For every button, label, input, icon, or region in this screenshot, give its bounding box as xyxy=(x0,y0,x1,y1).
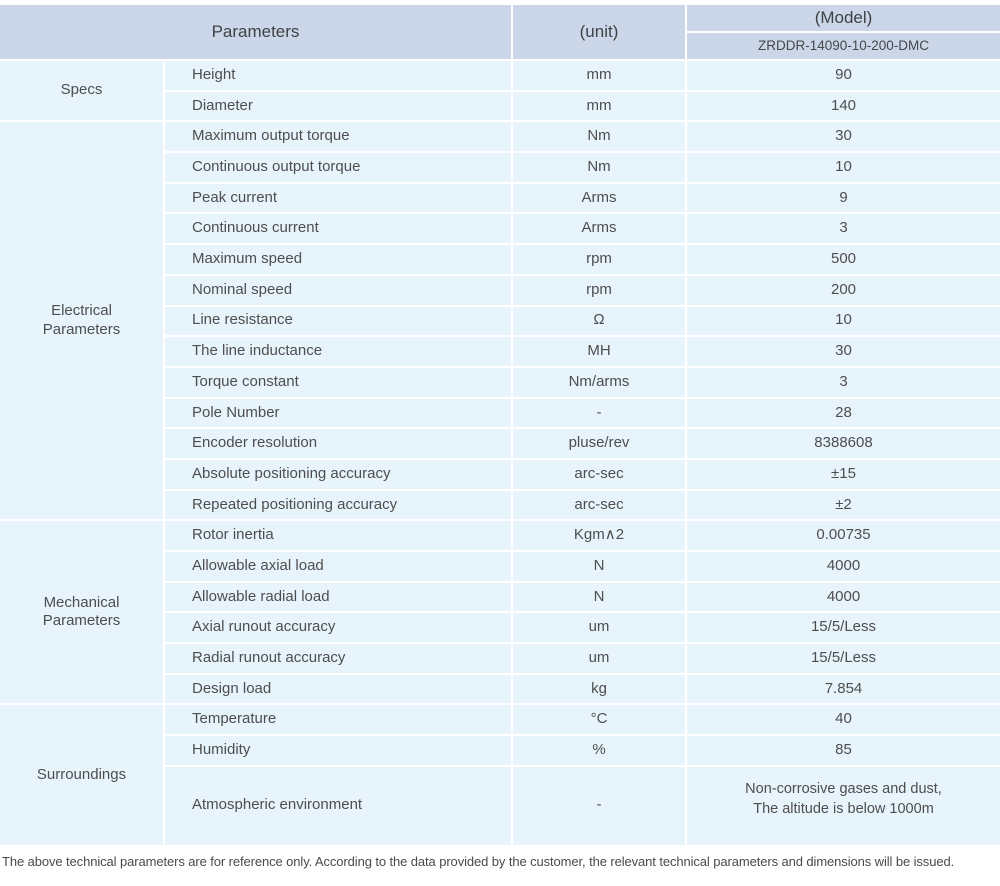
param-name-cell: Maximum output torque xyxy=(165,122,511,152)
param-name-cell: Humidity xyxy=(165,736,511,765)
unit-cell: MH xyxy=(513,337,685,366)
value-cell: 10 xyxy=(687,306,1000,336)
value-cell: 10 xyxy=(687,153,1000,182)
unit-cell: arc-sec xyxy=(513,459,685,489)
param-name-cell: Design load xyxy=(165,674,511,704)
param-name-cell: The line inductance xyxy=(165,337,511,366)
param-name-cell: Nominal speed xyxy=(165,275,511,305)
value-cell: ±2 xyxy=(687,490,1000,520)
param-name-cell: Allowable axial load xyxy=(165,552,511,581)
value-cell: 15/5/Less xyxy=(687,644,1000,673)
param-name-cell: Torque constant xyxy=(165,367,511,397)
unit-cell: Kgm∧2 xyxy=(513,521,685,550)
value-cell: 8388608 xyxy=(687,429,1000,458)
param-name-cell: Continuous current xyxy=(165,214,511,244)
unit-cell: mm xyxy=(513,61,685,90)
unit-cell: rpm xyxy=(513,275,685,305)
value-cell: 0.00735 xyxy=(687,521,1000,550)
unit-cell: Nm/arms xyxy=(513,367,685,397)
param-name-cell: Temperature xyxy=(165,705,511,735)
unit-cell: kg xyxy=(513,674,685,704)
param-name-cell: Line resistance xyxy=(165,306,511,336)
value-cell: 3 xyxy=(687,214,1000,244)
value-cell: 85 xyxy=(687,736,1000,765)
section-label-specs: Specs xyxy=(0,61,163,121)
footnote: The above technical parameters are for r… xyxy=(2,853,955,869)
value-cell: 200 xyxy=(687,275,1000,305)
value-cell: 30 xyxy=(687,122,1000,152)
value-cell: ±15 xyxy=(687,459,1000,489)
unit-cell: N xyxy=(513,582,685,612)
unit-cell: pluse/rev xyxy=(513,429,685,458)
param-name-cell: Rotor inertia xyxy=(165,521,511,550)
value-cell: 40 xyxy=(687,705,1000,735)
unit-cell: um xyxy=(513,613,685,643)
header-model-number: ZRDDR-14090-10-200-DMC xyxy=(687,33,1000,59)
value-cell: 15/5/Less xyxy=(687,613,1000,643)
header-model: (Model) xyxy=(687,5,1000,31)
value-cell: 30 xyxy=(687,337,1000,366)
value-cell: 3 xyxy=(687,367,1000,397)
section-label-mechanical-parameters: Mechanical Parameters xyxy=(0,521,163,704)
value-cell: 4000 xyxy=(687,552,1000,581)
value-cell: 7.854 xyxy=(687,674,1000,704)
unit-cell: % xyxy=(513,736,685,765)
value-cell: 500 xyxy=(687,245,1000,274)
value-cell: 9 xyxy=(687,183,1000,213)
param-name-cell: Repeated positioning accuracy xyxy=(165,490,511,520)
param-name-cell: Peak current xyxy=(165,183,511,213)
section-label-electrical-parameters: Electrical Parameters xyxy=(0,122,163,520)
param-name-cell: Diameter xyxy=(165,91,511,121)
value-cell: 28 xyxy=(687,398,1000,428)
param-name-cell: Encoder resolution xyxy=(165,429,511,458)
param-name-cell: Radial runout accuracy xyxy=(165,644,511,673)
value-cell: 90 xyxy=(687,61,1000,90)
param-name-cell: Height xyxy=(165,61,511,90)
param-name-cell: Maximum speed xyxy=(165,245,511,274)
unit-cell: Arms xyxy=(513,183,685,213)
param-name-cell: Axial runout accuracy xyxy=(165,613,511,643)
unit-cell: arc-sec xyxy=(513,490,685,520)
param-name-cell: Atmospheric environment xyxy=(165,766,511,845)
section-label-surroundings: Surroundings xyxy=(0,705,163,845)
param-name-cell: Continuous output torque xyxy=(165,153,511,182)
spec-table: Parameters (unit) (Model) ZRDDR-14090-10… xyxy=(0,5,1000,845)
param-name-cell: Absolute positioning accuracy xyxy=(165,459,511,489)
unit-cell: - xyxy=(513,766,685,845)
unit-cell: Ω xyxy=(513,306,685,336)
unit-cell: Nm xyxy=(513,153,685,182)
param-name-cell: Allowable radial load xyxy=(165,582,511,612)
value-cell: 4000 xyxy=(687,582,1000,612)
unit-cell: rpm xyxy=(513,245,685,274)
unit-cell: °C xyxy=(513,705,685,735)
unit-cell: um xyxy=(513,644,685,673)
unit-cell: - xyxy=(513,398,685,428)
value-cell: Non-corrosive gases and dust, The altitu… xyxy=(687,766,1000,845)
header-unit: (unit) xyxy=(513,5,685,59)
unit-cell: Nm xyxy=(513,122,685,152)
param-name-cell: Pole Number xyxy=(165,398,511,428)
unit-cell: Arms xyxy=(513,214,685,244)
header-parameters: Parameters xyxy=(0,5,511,59)
value-cell: 140 xyxy=(687,91,1000,121)
unit-cell: N xyxy=(513,552,685,581)
unit-cell: mm xyxy=(513,91,685,121)
